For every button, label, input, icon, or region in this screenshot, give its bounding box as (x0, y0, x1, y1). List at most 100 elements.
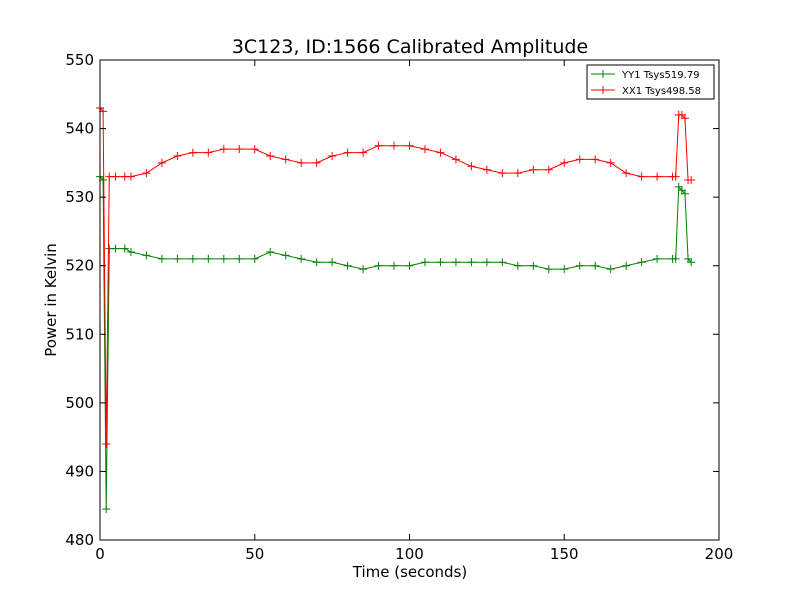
data-point (420, 145, 429, 154)
chart-title: 3C123, ID:1566 Calibrated Amplitude (232, 36, 588, 58)
data-point (297, 254, 306, 263)
data-point (312, 258, 321, 267)
data-point (390, 141, 399, 150)
data-point (498, 258, 507, 267)
data-point (498, 169, 507, 178)
data-point (219, 254, 228, 263)
data-point (529, 165, 538, 174)
data-point (671, 172, 680, 181)
data-point (653, 172, 662, 181)
data-point (312, 158, 321, 167)
data-point (343, 148, 352, 157)
y-tick-label: 500 (65, 394, 94, 412)
data-point (513, 261, 522, 270)
x-tick-label: 0 (95, 545, 105, 563)
data-point (126, 172, 135, 181)
data-point (680, 114, 689, 123)
data-point (451, 258, 460, 267)
data-point (281, 155, 290, 164)
x-tick-label: 150 (550, 545, 579, 563)
data-point (544, 265, 553, 274)
data-point (680, 189, 689, 198)
data-point (173, 254, 182, 263)
data-point (529, 261, 538, 270)
y-tick-label: 540 (65, 120, 94, 138)
data-point (606, 265, 615, 274)
data-point (188, 254, 197, 263)
y-tick-label: 530 (65, 188, 94, 206)
x-tick-label: 50 (245, 545, 264, 563)
data-point (126, 248, 135, 256)
data-point (374, 141, 383, 150)
y-axis-label: Power in Kelvin (42, 243, 60, 357)
legend-box (586, 64, 715, 100)
data-point (374, 261, 383, 270)
data-point (451, 155, 460, 164)
series-0 (96, 172, 696, 514)
legend-label-xx1: XX1 Tsys498.58 (622, 86, 701, 97)
data-point (102, 440, 111, 448)
data-point (622, 169, 631, 178)
data-point (111, 244, 120, 253)
legend-label-yy1: YY1 Tsys519.79 (621, 70, 700, 81)
x-tick-label: 100 (395, 545, 424, 563)
data-point (343, 261, 352, 270)
data-point (405, 141, 414, 150)
data-point (671, 254, 680, 263)
data-point (157, 158, 166, 167)
data-point (111, 172, 120, 181)
data-point (467, 162, 476, 171)
data-point (188, 148, 197, 157)
data-point (544, 165, 553, 174)
data-point (637, 258, 646, 267)
y-tick-label: 520 (65, 257, 94, 275)
data-point (359, 265, 368, 274)
y-tick-label: 510 (65, 325, 94, 343)
ticks-layer: 0 50 100 150 200 480 490 500 510 520 530 540 550 (65, 51, 733, 563)
data-point (482, 165, 491, 174)
data-point (591, 155, 600, 164)
data-point (204, 148, 213, 157)
data-point (575, 261, 584, 270)
data-point (513, 169, 522, 178)
legend-marker-xx1 (599, 86, 607, 94)
data-point (436, 258, 445, 267)
data-point (328, 258, 337, 267)
data-point (250, 254, 259, 263)
data-point (297, 158, 306, 167)
data-point (142, 169, 151, 178)
series-1 (96, 104, 696, 448)
data-point (204, 254, 213, 263)
data-point (390, 261, 399, 270)
data-point (436, 148, 445, 157)
legend: YY1 Tsys519.79 XX1 Tsys498.58 (586, 64, 715, 100)
data-point (281, 251, 290, 260)
data-point (102, 505, 111, 514)
data-point (266, 248, 275, 256)
data-point (560, 265, 569, 274)
data-point (328, 152, 337, 160)
legend-marker (599, 86, 607, 94)
plot-area (100, 60, 719, 540)
data-point (219, 145, 228, 154)
data-point (235, 254, 244, 263)
data-point (157, 254, 166, 263)
series-layer (96, 104, 696, 514)
data-point (250, 145, 259, 154)
plot-frame (99, 59, 720, 541)
legend-marker (599, 70, 607, 78)
data-point (591, 261, 600, 270)
data-point (637, 172, 646, 181)
data-point (622, 261, 631, 270)
data-point (142, 251, 151, 260)
data-point (420, 258, 429, 267)
y-tick-label: 480 (65, 531, 94, 549)
data-point (266, 152, 275, 160)
data-point (575, 155, 584, 164)
data-point (560, 158, 569, 167)
data-point (606, 158, 615, 167)
legend-marker-yy1 (599, 70, 607, 78)
data-point (687, 176, 696, 184)
data-point (653, 254, 662, 263)
